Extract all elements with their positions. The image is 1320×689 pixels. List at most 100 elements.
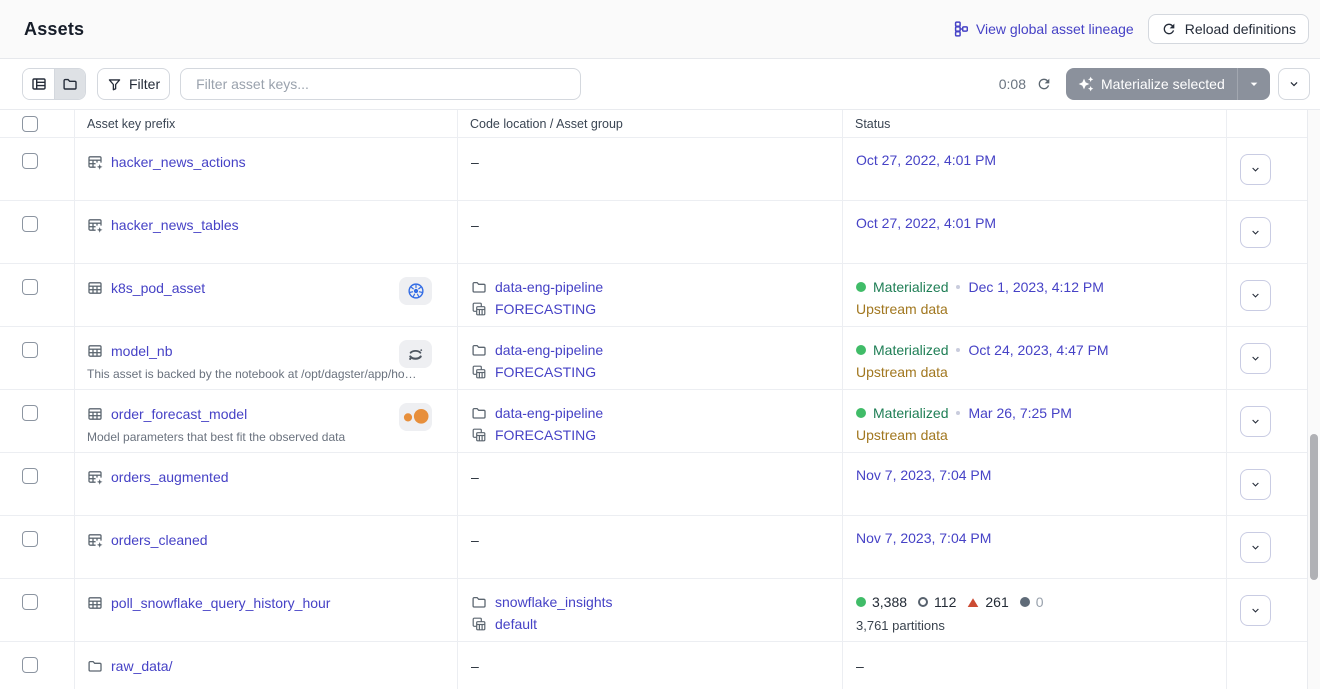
empty-location-dash: – [471,154,479,170]
asset-name-link[interactable]: orders_augmented [111,469,229,485]
view-global-asset-lineage-link[interactable]: View global asset lineage [952,21,1134,37]
compute-kind-badge [399,403,432,431]
row-checkbox[interactable] [22,468,38,484]
code-location-link[interactable]: data-eng-pipeline [495,405,604,421]
code-location-link[interactable]: data-eng-pipeline [495,342,604,358]
table-row: raw_data/ – – [0,642,1320,689]
materialization-timestamp-link[interactable]: Dec 1, 2023, 4:12 PM [968,279,1104,295]
folder-icon [471,594,487,610]
asset-description: Model parameters that best fit the obser… [87,430,346,444]
row-checkbox[interactable] [22,153,38,169]
materialization-timestamp-link[interactable]: Nov 7, 2023, 7:04 PM [856,467,992,483]
empty-location-dash: – [471,469,479,485]
page-header: Assets View global asset lineage Reload … [0,0,1320,59]
chevron-down-icon [1249,415,1262,428]
row-checkbox[interactable] [22,342,38,358]
materialized-label: Materialized [873,342,949,358]
asset-group: FORECASTING [471,298,842,320]
asset-group-link[interactable]: default [495,616,538,632]
table-plus-icon [87,217,103,233]
materialization-timestamp-link[interactable]: Oct 24, 2023, 4:47 PM [968,342,1109,358]
row-menu-button[interactable] [1240,595,1271,626]
asset-group-icon [471,301,487,317]
folder-view-button[interactable] [54,69,85,99]
asset-group-link[interactable]: FORECASTING [495,364,597,380]
partitions-summary: 3,761 partitions [856,618,945,633]
table-icon [87,595,103,611]
row-checkbox[interactable] [22,657,38,673]
materialized-dot [856,282,866,292]
asset-name-link[interactable]: order_forecast_model [111,406,248,422]
filter-button[interactable]: Filter [97,68,171,100]
folder-icon [471,342,487,358]
asset-name-link[interactable]: raw_data/ [111,658,173,674]
materialized-label: Materialized [873,405,949,421]
asset-group-link[interactable]: FORECASTING [495,301,597,317]
partition-count-value: 261 [985,594,1009,610]
table-row: order_forecast_model Model parameters tha… [0,390,1320,453]
asset-group-link[interactable]: FORECASTING [495,427,597,443]
upstream-data-note: Upstream data [856,301,948,317]
row-menu-button[interactable] [1240,343,1271,374]
asset-name-link[interactable]: hacker_news_actions [111,154,246,170]
toolbar: Filter 0:08 Materialize selected [0,59,1320,109]
list-view-button[interactable] [23,69,54,99]
code-location-link[interactable]: snowflake_insights [495,594,613,610]
code-location: snowflake_insights [471,591,842,613]
noteable-icon [399,403,432,431]
asset-group: FORECASTING [471,424,842,446]
materialize-options-button[interactable] [1237,68,1270,100]
lineage-icon [952,21,968,37]
code-location-link[interactable]: data-eng-pipeline [495,279,604,295]
row-checkbox[interactable] [22,594,38,610]
refresh-timer: 0:08 [998,76,1026,92]
kubernetes-icon [407,282,425,300]
table-row: poll_snowflake_query_history_hour snowfla… [0,579,1320,642]
row-checkbox[interactable] [22,216,38,232]
row-checkbox[interactable] [22,531,38,547]
chevron-down-icon [1249,541,1262,554]
materialization-timestamp-link[interactable]: Nov 7, 2023, 7:04 PM [856,530,992,546]
asset-name-link[interactable]: orders_cleaned [111,532,208,548]
select-all-checkbox[interactable] [22,115,38,132]
materialization-timestamp-link[interactable]: Oct 27, 2022, 4:01 PM [856,152,997,168]
asset-name-link[interactable]: model_nb [111,343,173,359]
row-checkbox[interactable] [22,279,38,295]
row-menu-button[interactable] [1240,217,1271,248]
scrollbar-track[interactable] [1307,110,1320,689]
code-location: data-eng-pipeline [471,402,842,424]
refresh-icon[interactable] [1036,76,1052,92]
folder-icon [471,279,487,295]
reload-definitions-button[interactable]: Reload definitions [1147,14,1309,44]
materialize-selected-button[interactable]: Materialize selected [1066,68,1237,100]
asset-name-link[interactable]: k8s_pod_asset [111,280,206,296]
row-menu-button[interactable] [1240,280,1271,311]
row-checkbox[interactable] [22,405,38,421]
table-plus-icon [87,154,103,170]
row-menu-button[interactable] [1240,469,1271,500]
folder-icon [471,405,487,421]
empty-location-dash: – [471,532,479,548]
scrollbar-thumb[interactable] [1310,434,1318,580]
table-row: orders_augmented – Nov 7, 2023, 7:04 PM [0,453,1320,516]
materialize-sparkle-icon [1078,76,1094,92]
upstream-data-note: Upstream data [856,427,948,443]
row-menu-button[interactable] [1240,532,1271,563]
asset-key-filter-input[interactable] [180,68,582,100]
asset-name-link[interactable]: poll_snowflake_query_history_hour [111,595,331,611]
more-actions-button[interactable] [1278,68,1310,100]
partition-count-missing: 112 [918,594,956,610]
table-row: hacker_news_actions – Oct 27, 2022, 4:01 P… [0,138,1320,201]
asset-group: default [471,613,842,635]
table-icon [87,343,103,359]
materialization-timestamp-link[interactable]: Oct 27, 2022, 4:01 PM [856,215,997,231]
row-menu-button[interactable] [1240,406,1271,437]
none-dot [1019,597,1030,607]
row-menu-button[interactable] [1240,154,1271,185]
asset-name-link[interactable]: hacker_news_tables [111,217,239,233]
materialization-timestamp-link[interactable]: Mar 26, 7:25 PM [968,405,1072,421]
table-icon [87,406,103,422]
materialized-dot [856,597,866,607]
chevron-down-icon [1249,289,1262,302]
refresh-icon [1161,21,1177,37]
